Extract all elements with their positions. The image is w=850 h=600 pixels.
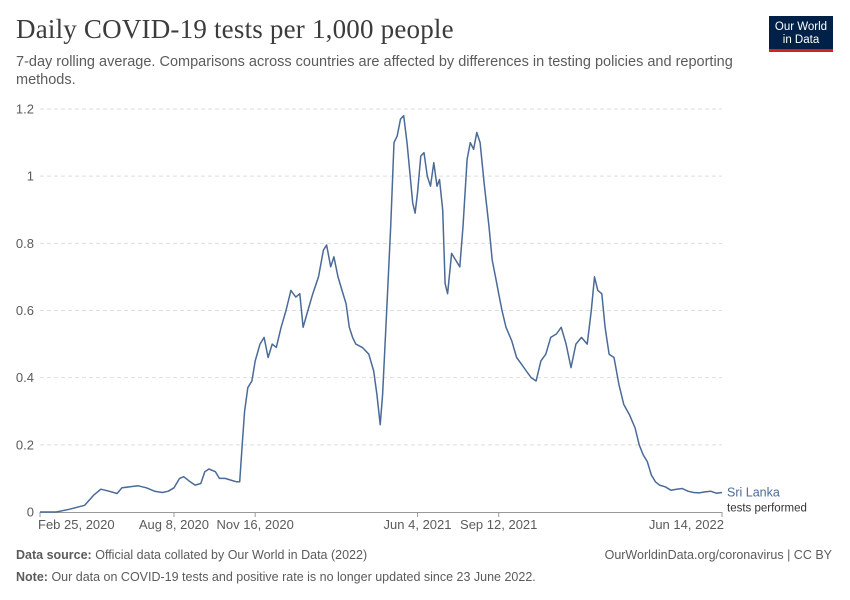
series-layer [40,114,723,513]
grid-lines [40,108,722,446]
chart-title: Daily COVID-19 tests per 1,000 people [16,14,454,44]
x-tick-label: Nov 16, 2020 [216,517,293,532]
x-tick-label: Aug 8, 2020 [139,517,209,532]
logo-line-1: Our World [774,21,828,33]
x-tick-label: Sep 12, 2021 [460,517,537,532]
owid-logo[interactable]: Our World in Data [769,16,833,52]
series-label[interactable]: Sri Lanka [727,486,780,500]
footer-url[interactable]: OurWorldinData.org/coronavirus | CC BY [604,548,832,562]
note-line: Note: Our data on COVID-19 tests and pos… [16,570,536,584]
x-tick-label: Jun 4, 2021 [384,517,452,532]
note-text: Our data on COVID-19 tests and positive … [51,570,536,584]
series-sublabel: tests performed [727,503,807,515]
y-tick-label: 0 [27,505,34,520]
chart-subtitle: 7-day rolling average. Comparisons acros… [16,54,733,88]
y-tick-label: 0.6 [16,303,34,318]
y-tick-label: 0.4 [16,370,34,385]
note-label: Note: [16,570,48,584]
y-tick-label: 1 [27,169,34,184]
y-tick-label: 0.2 [16,437,34,452]
logo-line-2: in Data [782,34,820,46]
source-text: Official data collated by Our World in D… [95,548,368,562]
x-tick-label: Feb 25, 2020 [38,517,115,532]
y-tick-label: 1.2 [16,102,34,117]
series-line-sri-lanka[interactable] [40,114,723,513]
x-tick-label: Jun 14, 2022 [649,517,724,532]
x-axis: Feb 25, 2020 Aug 8, 2020 Nov 16, 2020 Jun 4… [38,512,724,532]
source-label: Data source: [16,548,92,562]
series-labels: Sri Lanka tests performed [727,486,807,515]
data-source-line: Data source: Official data collated by O… [16,548,367,562]
y-tick-label: 0.8 [16,236,34,251]
y-axis-ticks: 0 0.2 0.4 0.6 0.8 1 1.2 [16,102,34,520]
